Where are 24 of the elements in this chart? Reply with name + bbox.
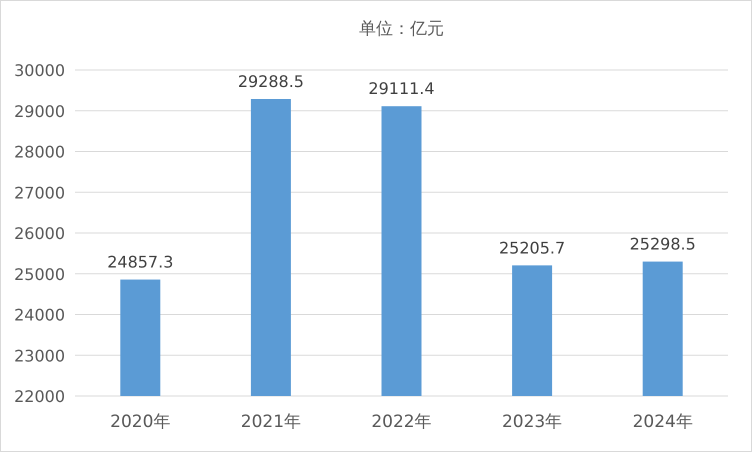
x-tick-label: 2023年 [502,412,562,432]
y-tick-label: 22000 [14,387,65,406]
x-tick-label: 2022年 [371,412,432,432]
data-label: 25298.5 [630,234,696,254]
chart-title: 单位：亿元 [359,19,444,39]
y-tick-label: 29000 [14,102,65,121]
bar: 24857.3 [107,252,174,396]
data-label: 24857.3 [107,252,174,272]
y-tick-label: 30000 [14,61,65,80]
y-tick-label: 23000 [14,346,65,366]
bar: 29288.5 [238,72,304,396]
x-tick-label: 2024年 [632,412,693,432]
y-tick-label: 27000 [14,183,65,202]
y-tick-label: 28000 [14,142,65,162]
data-label: 29111.4 [368,79,435,98]
x-tick-label: 2021年 [240,412,302,432]
bar: 29111.4 [368,79,435,396]
x-tick-label: 2020年 [110,412,170,432]
data-label: 29288.5 [238,72,304,91]
bar: 25298.5 [630,234,696,396]
y-tick-label: 26000 [14,224,65,243]
y-tick-label: 24000 [14,306,65,324]
data-label: 25205.7 [499,238,566,258]
y-tick-label: 25000 [14,264,65,284]
